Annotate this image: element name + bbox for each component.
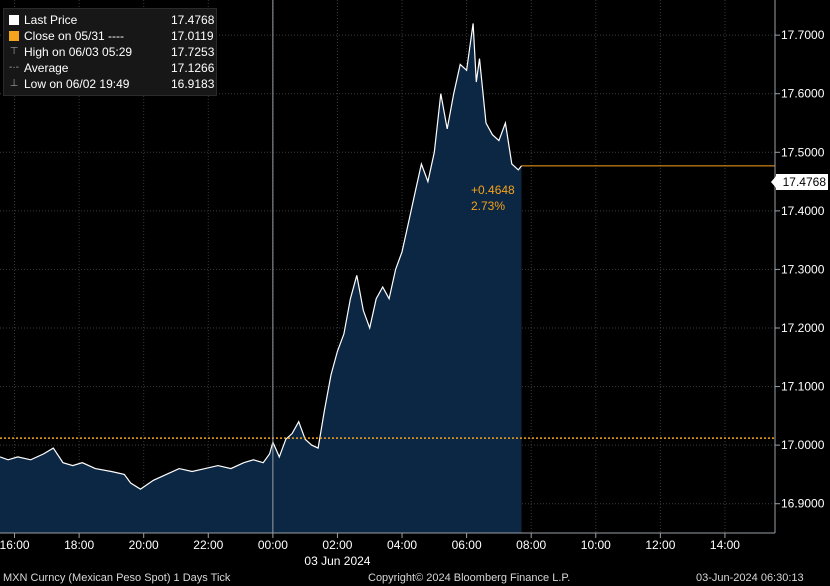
- legend-value: 17.1266: [171, 61, 215, 75]
- y-axis-ticks: 16.9000 17.0000 17.1000 17.2000 17.3000 17.40…: [775, 28, 825, 511]
- x-tick-label: 12:00: [645, 538, 675, 552]
- y-tick-label: 17.5000: [781, 145, 825, 159]
- x-tick-label: 06:00: [452, 538, 482, 552]
- legend-label: Last Price: [24, 13, 78, 27]
- y-tick-label: 17.6000: [781, 87, 825, 101]
- x-axis-ticks: 16:00 18:00 20:00 22:00 00:00 02:00 04:00 06:00…: [0, 533, 740, 552]
- price-tag-pointer: [771, 175, 777, 189]
- footer-timestamp: 03-Jun-2024 06:30:13: [696, 572, 804, 584]
- legend-value: 16.9183: [171, 77, 215, 91]
- legend-value: 17.4768: [171, 13, 215, 27]
- x-tick-label: 02:00: [322, 538, 352, 552]
- price-area-fill: [0, 23, 522, 534]
- x-axis-date-label: 03 Jun 2024: [304, 554, 370, 568]
- y-tick-label: 17.7000: [781, 28, 825, 42]
- legend-value: 17.0119: [171, 29, 214, 43]
- footer-security: MXN Curncy (Mexican Peso Spot) 1 Days Ti…: [3, 572, 231, 584]
- x-tick-label: 20:00: [129, 538, 159, 552]
- square-icon: [9, 15, 19, 25]
- y-tick-label: 16.9000: [781, 497, 825, 511]
- x-tick-label: 18:00: [64, 538, 94, 552]
- x-tick-label: 14:00: [710, 538, 740, 552]
- legend-panel: Last Price 17.4768 Close on 05/31 ---- 1…: [3, 8, 217, 96]
- last-price-tag: 17.4768: [776, 174, 828, 190]
- footer-copyright: Copyright© 2024 Bloomberg Finance L.P.: [368, 572, 571, 584]
- y-tick-label: 17.2000: [781, 321, 825, 335]
- legend-label: High on 06/03 05:29: [24, 45, 133, 59]
- y-tick-label: 17.0000: [781, 438, 825, 452]
- x-tick-label: 08:00: [516, 538, 546, 552]
- y-tick-label: 17.4000: [781, 204, 825, 218]
- change-absolute: +0.4648: [471, 183, 515, 197]
- legend-value: 17.7253: [171, 45, 215, 59]
- footer-bar: MXN Curncy (Mexican Peso Spot) 1 Days Ti…: [0, 571, 830, 586]
- legend-label: Low on 06/02 19:49: [24, 77, 130, 91]
- y-tick-label: 17.3000: [781, 262, 825, 276]
- change-percent: 2.73%: [471, 199, 506, 213]
- low-marker-icon: ⊥: [9, 78, 19, 89]
- x-tick-label: 04:00: [387, 538, 417, 552]
- x-tick-label: 00:00: [258, 538, 288, 552]
- legend-label: Average: [24, 61, 69, 75]
- x-tick-label: 10:00: [581, 538, 611, 552]
- legend-label: Close on 05/31 ----: [24, 29, 125, 43]
- x-tick-label: 16:00: [0, 538, 30, 552]
- high-marker-icon: ⊤: [9, 46, 19, 57]
- average-marker-icon: -·-: [9, 62, 19, 73]
- x-tick-label: 22:00: [193, 538, 223, 552]
- y-tick-label: 17.1000: [781, 380, 825, 394]
- square-icon: [9, 31, 19, 41]
- last-price-line: [0, 23, 522, 490]
